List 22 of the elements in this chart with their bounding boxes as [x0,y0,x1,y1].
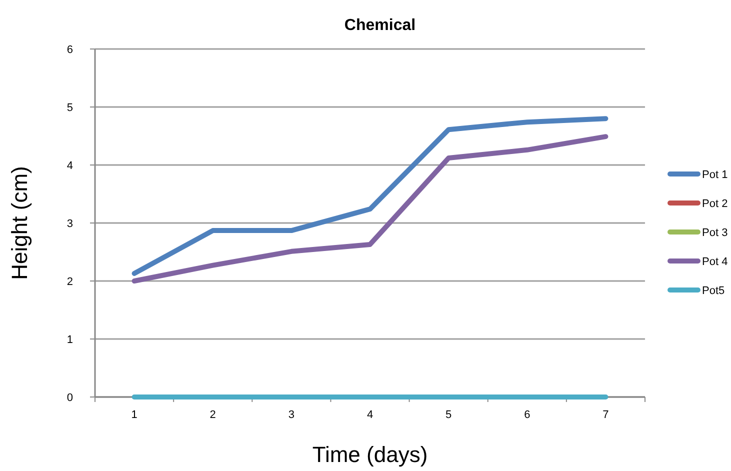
y-tick-label: 3 [66,218,73,230]
y-axis-title: Height (cm) [7,166,32,280]
x-tick-label: 6 [524,409,530,421]
y-tick-label: 5 [66,102,73,114]
x-tick-label: 2 [210,409,216,421]
x-axis-title: Time (days) [312,442,428,467]
legend-label: Pot 2 [702,198,728,210]
y-tick-label: 4 [66,160,73,172]
chart-title: Chemical [344,17,416,34]
y-tick-label: 1 [66,334,73,346]
y-tick-label: 2 [66,276,73,288]
x-tick-label: 1 [131,409,138,421]
legend-label: Pot 4 [702,256,728,268]
x-tick-label: 5 [446,409,452,421]
legend-label: Pot 3 [702,226,728,239]
legend-label: Pot5 [702,284,725,297]
x-tick-label: 7 [602,409,609,421]
x-tick-label: 3 [288,409,294,421]
y-tick-label: 6 [66,44,73,56]
legend-label: Pot 1 [702,168,728,181]
y-tick-label: 0 [66,392,73,404]
x-tick-label: 4 [366,409,374,421]
